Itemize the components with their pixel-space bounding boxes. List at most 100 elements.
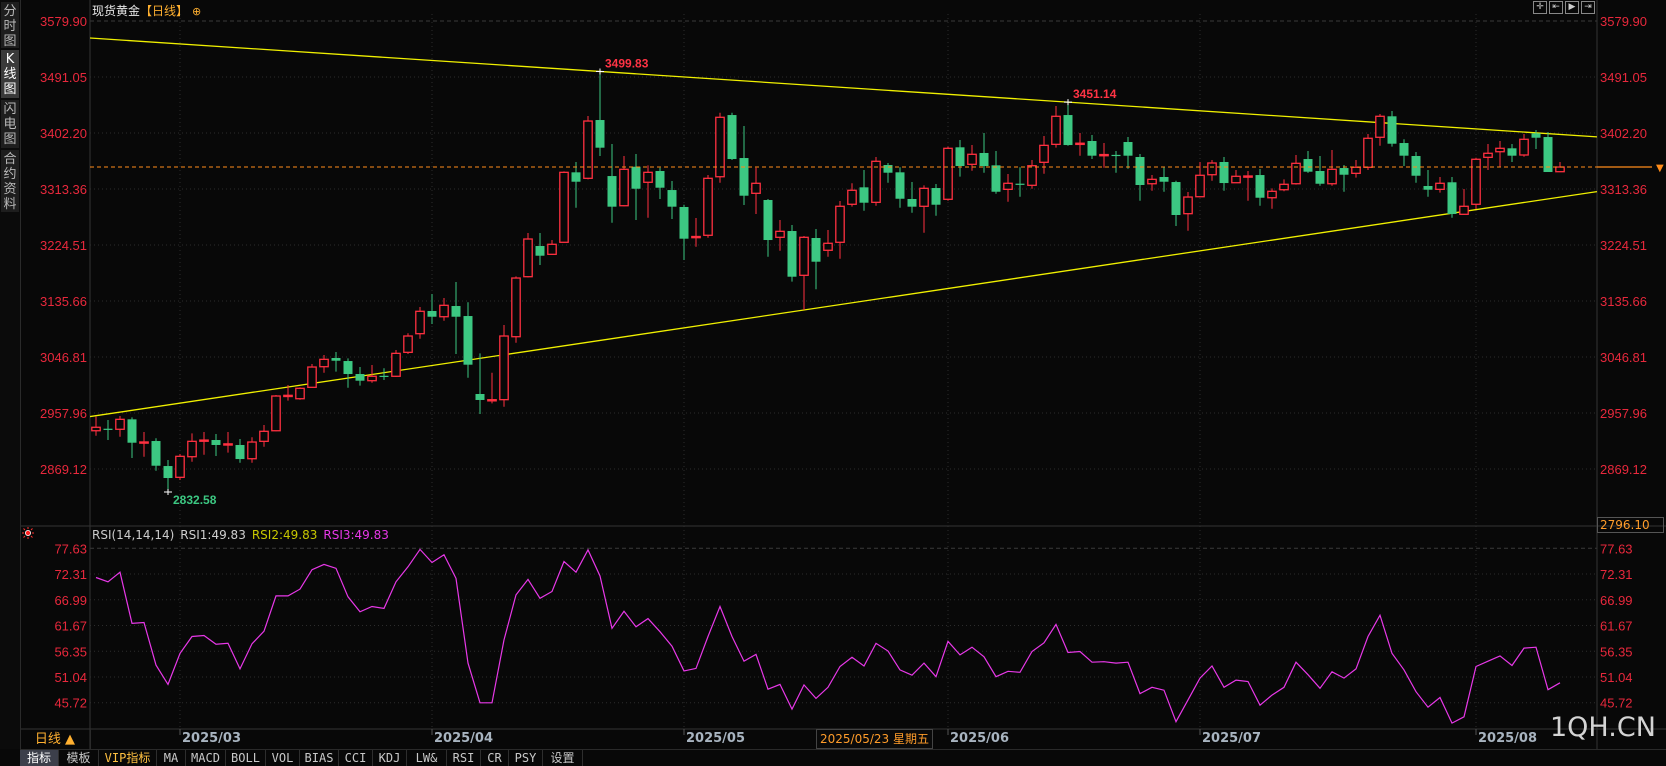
- toolbar-item[interactable]: PSY: [509, 750, 543, 766]
- rsi-axis-label-right: 51.04: [1600, 670, 1633, 685]
- indicator-settings-icon[interactable]: [22, 527, 34, 539]
- candle-body-down: [1543, 137, 1553, 173]
- candle-body-up: [1519, 138, 1529, 156]
- grid-lines: [90, 14, 1597, 729]
- zoom-end-button[interactable]: ⇥: [1581, 1, 1595, 14]
- period-selector[interactable]: 日线 ▲: [20, 730, 91, 749]
- candle-body-down: [475, 393, 485, 400]
- candle-body-up: [967, 153, 977, 165]
- price-axis-label-right: 3402.20: [1600, 126, 1647, 141]
- candle-body-up: [175, 455, 185, 478]
- candle-body-up: [271, 395, 281, 432]
- candle-body-down: [1255, 175, 1265, 198]
- toolbar-item[interactable]: BOLL: [226, 750, 266, 766]
- candle-body-down: [859, 187, 869, 203]
- date-tick-label: 2025/06: [950, 731, 1010, 746]
- date-tick-label: 2025/05: [686, 731, 746, 746]
- price-axis-label-left: 3224.51: [40, 238, 87, 253]
- candle-body-down: [883, 165, 893, 173]
- zoom-start-button[interactable]: ⇤: [1549, 1, 1563, 14]
- toolbar-item[interactable]: MA: [157, 750, 186, 766]
- kline-chart[interactable]: ▼ 3499.83 3451.14 2832.58 3579.90 3579.90 34…: [0, 0, 1666, 749]
- candle-body-up: [1471, 158, 1481, 205]
- rsi3-value: RSI3:49.83: [323, 528, 389, 542]
- candle-body-up: [1195, 174, 1205, 198]
- rsi-axis-label-right: 45.72: [1600, 696, 1633, 711]
- date-tick-label: 2025/08: [1478, 731, 1538, 746]
- price-axis-label-right: 2869.12: [1600, 462, 1647, 477]
- toolbar-item[interactable]: MACD: [186, 750, 226, 766]
- candle-body-up: [319, 358, 329, 368]
- toolbar-item[interactable]: CR: [481, 750, 509, 766]
- sidebar-item-timeshare[interactable]: 分时图: [1, 2, 19, 49]
- candle-body-up: [775, 230, 785, 238]
- toolbar-item[interactable]: CCI: [339, 750, 373, 766]
- double-arrow-down-icon: ▼: [1656, 163, 1664, 174]
- sidebar-item-contract-info[interactable]: 合约资料: [1, 150, 19, 212]
- candle-body-down: [595, 120, 605, 148]
- candle-body-down: [607, 176, 617, 207]
- price-annotation-label: 3451.14: [1073, 87, 1117, 101]
- rsi2-value: RSI2:49.83: [251, 528, 318, 542]
- candle-body-up: [223, 443, 233, 446]
- candle-body-up: [1375, 115, 1385, 138]
- play-button[interactable]: ▶: [1565, 1, 1579, 14]
- sidebar-item-kline[interactable]: K线图: [1, 50, 19, 98]
- candle-body-down: [379, 375, 389, 377]
- candle-body-up: [583, 120, 593, 179]
- candle-body-down: [895, 172, 905, 199]
- trendlines[interactable]: [90, 37, 1597, 418]
- candle-body-down: [1171, 182, 1181, 215]
- candle-body-down: [631, 166, 641, 189]
- toolbar-item[interactable]: VIP指标: [99, 750, 157, 766]
- candle-body-down: [667, 190, 677, 207]
- sidebar-item-flash[interactable]: 闪电图: [1, 100, 19, 148]
- toolbar-item[interactable]: 设置: [543, 750, 583, 766]
- candle-body-down: [1531, 133, 1541, 138]
- crosshair-button[interactable]: ✛: [1533, 1, 1547, 14]
- candle-body-up: [511, 277, 521, 338]
- candle-body-up: [1327, 168, 1337, 185]
- toolbar-item[interactable]: BIAS: [300, 750, 339, 766]
- candle-body-up: [439, 304, 449, 318]
- rsi-axis-label-right: 72.31: [1600, 567, 1633, 582]
- price-axis-label-right: 3135.66: [1600, 294, 1647, 309]
- rsi-axis-label-left: 56.35: [54, 644, 87, 659]
- price-axis-label-left: 3046.81: [40, 350, 87, 365]
- toolbar-item[interactable]: RSI: [447, 750, 481, 766]
- candle-body-up: [499, 335, 509, 401]
- circle-plus-icon[interactable]: ⊕: [192, 5, 202, 18]
- price-axis-label-left: 3135.66: [40, 294, 87, 309]
- timeframe-label[interactable]: 【日线】: [140, 4, 189, 18]
- candle-body-up: [835, 205, 845, 243]
- candle-body-down: [127, 419, 137, 443]
- candle-body-down: [991, 165, 1001, 192]
- candle-body-down: [1219, 161, 1229, 184]
- candle-body-up: [1435, 182, 1445, 190]
- toolbar-item[interactable]: 指标: [20, 750, 59, 766]
- axis-lines: [20, 0, 1666, 749]
- candle-body-down: [103, 428, 113, 430]
- price-axis-label-left: 2869.12: [40, 462, 87, 477]
- candle-body-up: [1099, 153, 1109, 157]
- candle-body-down: [451, 306, 461, 317]
- toolbar-item[interactable]: KDJ: [373, 750, 407, 766]
- candle-body-down: [1339, 168, 1349, 175]
- candle-body-down: [679, 206, 689, 239]
- toolbar-item[interactable]: LW&: [407, 750, 447, 766]
- candle-body-up: [703, 177, 713, 236]
- toolbar-item[interactable]: VOL: [266, 750, 300, 766]
- candle-body-up: [751, 182, 761, 194]
- candle-body-down: [235, 444, 245, 460]
- candle-body-up: [715, 116, 725, 178]
- price-axis-label-left: 2957.96: [40, 406, 87, 421]
- toolbar-item[interactable]: 模板: [59, 750, 99, 766]
- candle-body-up: [295, 387, 305, 400]
- candle-body-up: [199, 439, 209, 442]
- rsi-axis-label-right: 61.67: [1600, 619, 1633, 634]
- candle-body-down: [1507, 148, 1517, 156]
- candle-body-up: [1495, 147, 1505, 153]
- candle-body-down: [907, 198, 917, 207]
- price-axis-label-right: 3491.05: [1600, 70, 1647, 85]
- candle-body-up: [1147, 178, 1157, 185]
